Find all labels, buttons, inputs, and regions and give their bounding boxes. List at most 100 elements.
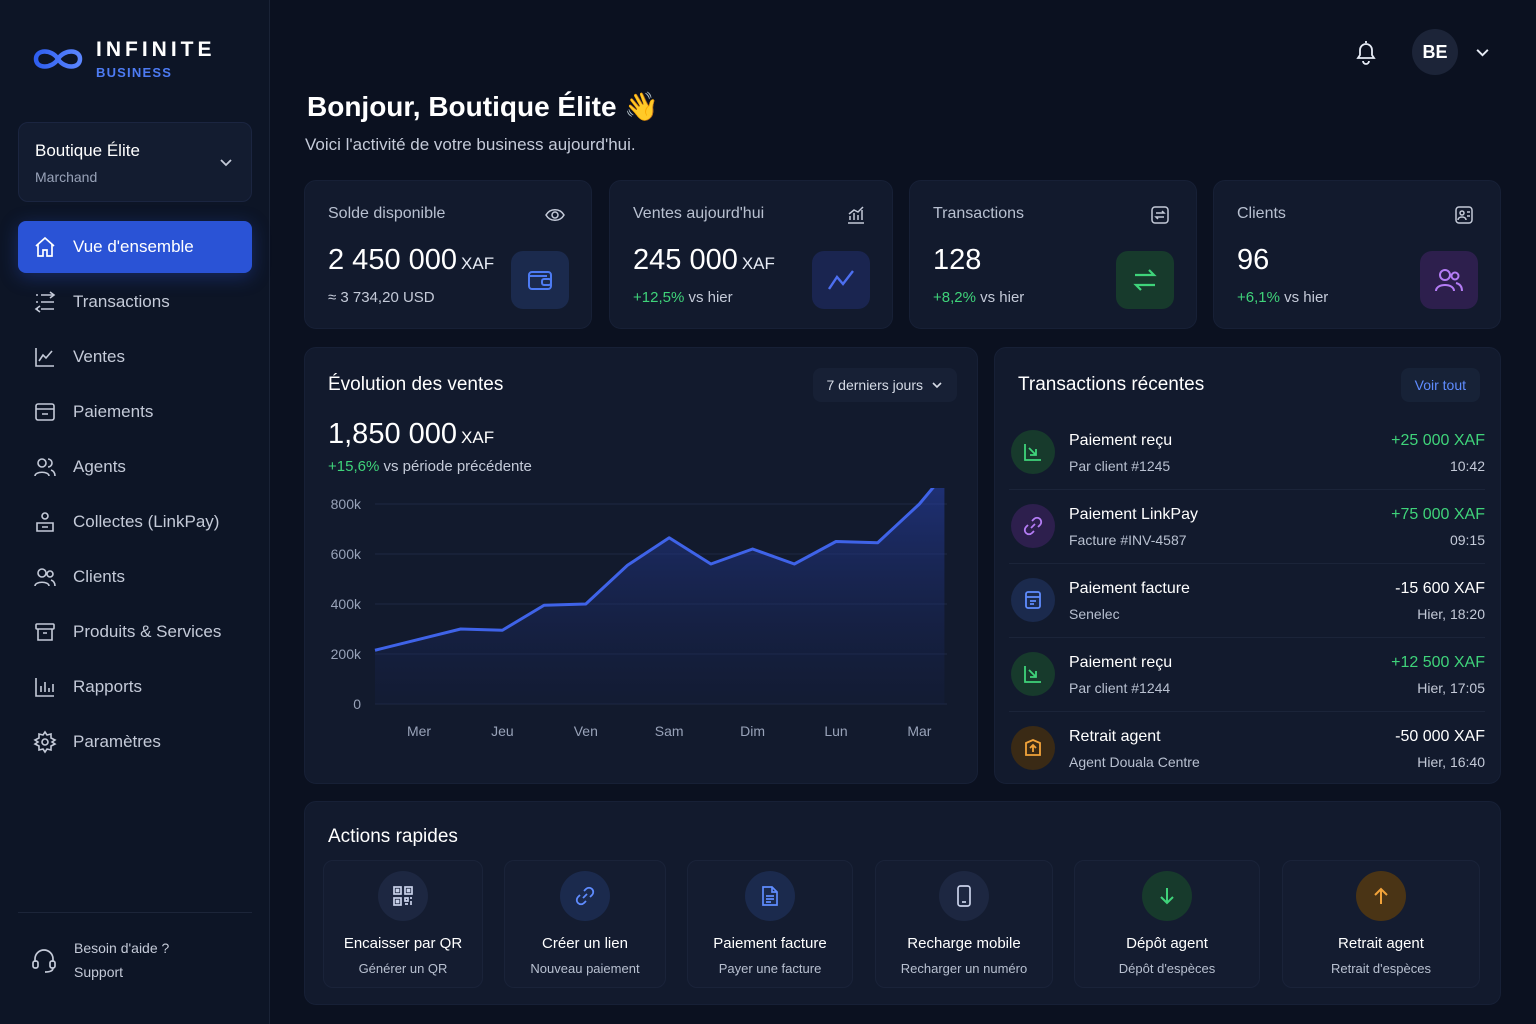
- qa-sub: Générer un QR: [358, 961, 448, 976]
- sidebar-item-payments[interactable]: Paiements: [18, 386, 252, 438]
- range-select[interactable]: 7 derniers jours: [812, 368, 957, 402]
- y-tick-label: 200k: [331, 646, 362, 662]
- stat-value: 96: [1237, 244, 1270, 276]
- chevron-down-icon: [932, 382, 942, 389]
- line-chart-icon: [35, 348, 54, 367]
- stat-badge: [1116, 251, 1174, 309]
- quick-actions-card: Actions rapides Encaisser par QR Générer…: [304, 801, 1501, 1005]
- tx-amount: +12 500 XAF: [1391, 654, 1485, 671]
- user-avatar[interactable]: BE: [1412, 29, 1458, 75]
- tx-time: Hier, 16:40: [1417, 754, 1485, 770]
- sidebar-item-agents[interactable]: Agents: [18, 441, 252, 493]
- chevron-down-icon[interactable]: [1475, 45, 1490, 60]
- sidebar-divider: [18, 912, 252, 913]
- sales-chart: 0 200k 400k 600k 800k Mer Jeu Ven Sam Dim Lun Mar: [331, 488, 947, 739]
- account-role: Marchand: [35, 169, 98, 185]
- tx-time: 09:15: [1449, 532, 1485, 548]
- list-icon: [34, 291, 56, 313]
- transaction-row[interactable]: Paiement facture Senelec -15 600 XAF Hie…: [1009, 564, 1485, 638]
- qa-label: Retrait agent: [1338, 935, 1424, 952]
- stat-title: Solde disponible: [328, 205, 446, 222]
- invoice-icon: [1025, 591, 1041, 609]
- eye-icon[interactable]: [545, 205, 565, 225]
- qa-icon-wrap: [378, 871, 428, 921]
- qa-qr-button[interactable]: Encaisser par QR Générer un QR: [323, 860, 483, 988]
- sidebar-item-label: Ventes: [73, 347, 125, 366]
- tx-title: Retrait agent: [1069, 728, 1161, 745]
- tx-title: Paiement facture: [1069, 580, 1190, 597]
- sidebar-item-overview[interactable]: Vue d'ensemble: [18, 221, 252, 273]
- tx-sub: Par client #1245: [1069, 458, 1171, 474]
- stat-sub: +6,1% vs hier: [1237, 289, 1329, 306]
- x-tick-label: Ven: [574, 723, 598, 739]
- products-icon: [35, 623, 55, 641]
- sidebar-item-collections[interactable]: Collectes (LinkPay): [18, 496, 252, 548]
- tx-time: 10:42: [1449, 458, 1485, 474]
- stat-badge: [511, 251, 569, 309]
- sidebar-item-label: Rapports: [73, 677, 142, 696]
- tx-sub: Agent Douala Centre: [1069, 754, 1200, 770]
- qa-pay-invoice-button[interactable]: Paiement facture Payer une facture: [687, 860, 853, 988]
- arrow-down-icon: [1160, 888, 1174, 905]
- x-tick-label: Sam: [655, 723, 684, 739]
- transaction-row[interactable]: Paiement reçu Par client #1245 +25 000 X…: [1009, 416, 1485, 490]
- sidebar-item-products[interactable]: Produits & Services: [18, 606, 252, 658]
- stat-sub: +8,2% vs hier: [933, 289, 1025, 306]
- bell-icon[interactable]: [1352, 38, 1380, 66]
- transaction-list: Paiement reçu Par client #1245 +25 000 X…: [1009, 416, 1485, 786]
- sales-line: [374, 488, 935, 652]
- stat-value: 2 450 000 XAF: [328, 244, 495, 276]
- tx-sub: Senelec: [1069, 606, 1120, 622]
- page-subtitle: Voici l'activité de votre business aujou…: [305, 135, 636, 154]
- stat-sub: ≈ 3 734,20 USD: [328, 289, 435, 306]
- transaction-row[interactable]: Paiement LinkPay Facture #INV-4587 +75 0…: [1009, 490, 1485, 564]
- qa-icon-wrap: [745, 871, 795, 921]
- tx-title: Paiement reçu: [1069, 654, 1173, 671]
- account-switcher[interactable]: Boutique Élite Marchand: [18, 122, 252, 202]
- transaction-row[interactable]: Paiement reçu Par client #1244 +12 500 X…: [1009, 638, 1485, 712]
- x-tick-label: Lun: [824, 723, 847, 739]
- view-all-button[interactable]: Voir tout: [1400, 368, 1480, 402]
- sidebar-item-label: Produits & Services: [73, 622, 222, 641]
- sidebar-item-sales[interactable]: Ventes: [18, 331, 252, 383]
- qa-create-link-button[interactable]: Créer un lien Nouveau paiement: [504, 860, 666, 988]
- stat-value: 128: [933, 244, 982, 276]
- recent-transactions-card: Transactions récentes Voir tout Paiement…: [994, 347, 1501, 784]
- agents-icon: [34, 458, 56, 477]
- qr-icon: [393, 886, 413, 906]
- qa-sub: Payer une facture: [718, 961, 822, 976]
- stat-sub: +12,5% vs hier: [633, 289, 733, 306]
- brand-logo[interactable]: INFINITE BUSINESS: [30, 38, 216, 80]
- payment-box-icon: [35, 403, 55, 421]
- infinity-logo-icon: [33, 49, 83, 69]
- help-support-link[interactable]: Besoin d'aide ? Support: [30, 940, 169, 980]
- tx-sub: Par client #1244: [1069, 680, 1171, 696]
- qa-sub: Nouveau paiement: [530, 961, 640, 976]
- tx-title: Paiement LinkPay: [1069, 506, 1198, 523]
- sidebar-item-transactions[interactable]: Transactions: [18, 276, 252, 328]
- qa-agent-withdraw-button[interactable]: Retrait agent Retrait d'espèces: [1282, 860, 1480, 988]
- tx-amount: -50 000 XAF: [1395, 728, 1485, 745]
- sidebar-item-reports[interactable]: Rapports: [18, 661, 252, 713]
- collect-icon: [36, 512, 54, 532]
- sidebar-item-settings[interactable]: Paramètres: [18, 716, 252, 768]
- sidebar-item-label: Paramètres: [73, 732, 161, 751]
- receive-icon: [1024, 444, 1041, 461]
- qa-sub: Recharger un numéro: [900, 961, 1028, 976]
- stat-title: Clients: [1237, 205, 1286, 222]
- qa-label: Paiement facture: [713, 935, 827, 952]
- qa-icon-wrap: [560, 871, 610, 921]
- qa-agent-deposit-button[interactable]: Dépôt agent Dépôt d'espèces: [1074, 860, 1260, 988]
- sidebar-item-clients[interactable]: Clients: [18, 551, 252, 603]
- account-name: Boutique Élite: [35, 141, 140, 160]
- sidebar-item-label: Paiements: [73, 402, 154, 421]
- transaction-row[interactable]: Retrait agent Agent Douala Centre -50 00…: [1009, 712, 1485, 786]
- qa-label: Dépôt agent: [1126, 935, 1208, 952]
- quick-actions-title: Actions rapides: [328, 826, 458, 847]
- stat-card-balance: Solde disponible 2 450 000 XAF ≈ 3 734,20…: [304, 180, 592, 329]
- qa-mobile-topup-button[interactable]: Recharge mobile Recharger un numéro: [875, 860, 1053, 988]
- tx-time: Hier, 18:20: [1417, 606, 1485, 622]
- sidebar-item-label: Collectes (LinkPay): [73, 512, 220, 531]
- headset-icon: [32, 949, 56, 973]
- sidebar-nav: Vue d'ensemble Transactions Ventes Paiem…: [18, 221, 252, 771]
